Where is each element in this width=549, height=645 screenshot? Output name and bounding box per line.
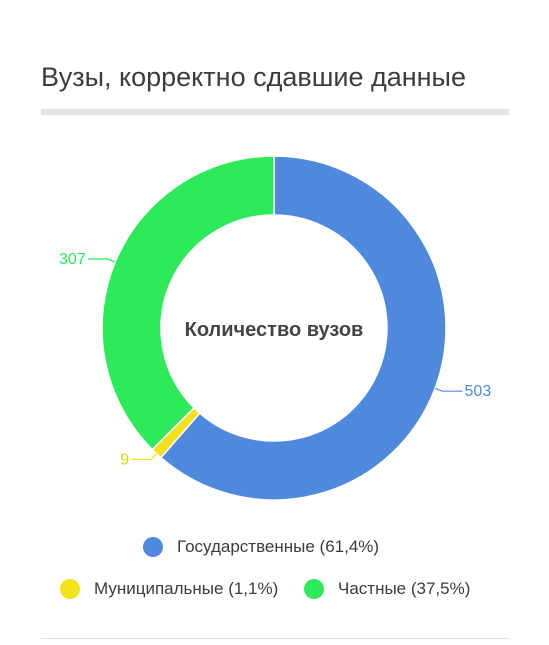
donut-slice-1[interactable]: [159, 155, 447, 501]
chart-center-label: Количество вузов: [185, 319, 364, 341]
bottom-divider: [41, 638, 509, 639]
legend-dot-municipal: [60, 579, 80, 599]
data-label-3: 307: [59, 251, 86, 268]
title-divider: [41, 109, 509, 115]
page-title: Вузы, корректно сдавшие данные: [41, 62, 466, 92]
legend-item-private[interactable]: Частные (37,5%): [304, 579, 470, 599]
legend-item-municipal[interactable]: Муниципальные (1,1%): [60, 579, 278, 599]
donut-chart: Количество вузов 503 9 307: [59, 155, 492, 501]
leader-line-2: [131, 453, 157, 461]
donut-slice-3[interactable]: [101, 155, 275, 451]
legend-dot-state: [143, 537, 163, 557]
leader-line-3: [87, 258, 116, 263]
legend-dot-private: [304, 579, 324, 599]
data-label-1: 503: [465, 383, 492, 400]
leader-line-1: [434, 387, 463, 392]
legend-label-state: Государственные (61,4%): [177, 537, 380, 556]
data-label-2: 9: [120, 451, 129, 468]
legend-item-state[interactable]: Государственные (61,4%): [143, 537, 379, 557]
legend-label-private: Частные (37,5%): [338, 579, 471, 598]
legend-label-municipal: Муниципальные (1,1%): [94, 579, 279, 598]
